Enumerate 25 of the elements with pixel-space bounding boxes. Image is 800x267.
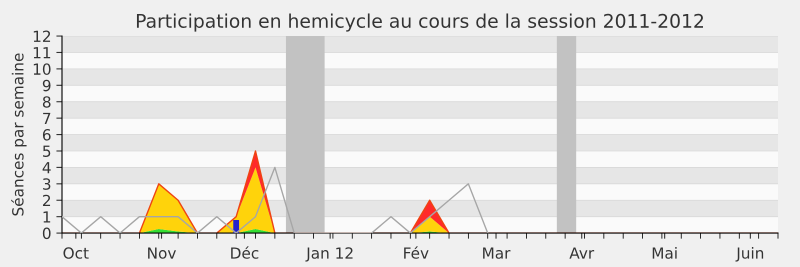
line-series	[62, 166, 488, 234]
y-tick-label: 9	[42, 80, 51, 92]
x-tick-label: Fév	[404, 246, 429, 259]
y-tick-label: 8	[42, 96, 51, 108]
x-tick-label: Avr	[569, 247, 594, 259]
y-tick-label: 1	[44, 211, 50, 222]
y-tick-label: 11	[34, 47, 50, 58]
x-tick-label: Mar	[483, 247, 510, 259]
x-tick-label: Mai	[652, 246, 677, 259]
y-axis-title: Séances par semaine	[11, 53, 27, 216]
y-tick-label: 3	[43, 178, 50, 190]
x-tick-label: Déc	[231, 246, 258, 259]
chart-title: Participation en hemicycle au cours de la session 2011-2012	[136, 13, 704, 32]
x-tick-label: Juin	[736, 246, 764, 262]
y-tick-label: 5	[43, 146, 50, 158]
x-tick-label: Nov	[148, 247, 176, 259]
y-tick-label: 2	[42, 194, 50, 206]
y-tick-label: 12	[34, 30, 50, 42]
y-tick-label: 6	[42, 129, 51, 141]
x-tick-label: Jan 12	[305, 247, 353, 262]
y-tick-label: 4	[42, 162, 51, 174]
x-tick-label: Oct	[63, 247, 89, 259]
y-tick-label: 7	[43, 112, 50, 124]
y-tick-label: 10	[34, 63, 51, 75]
y-tick-label: 0	[42, 228, 51, 240]
